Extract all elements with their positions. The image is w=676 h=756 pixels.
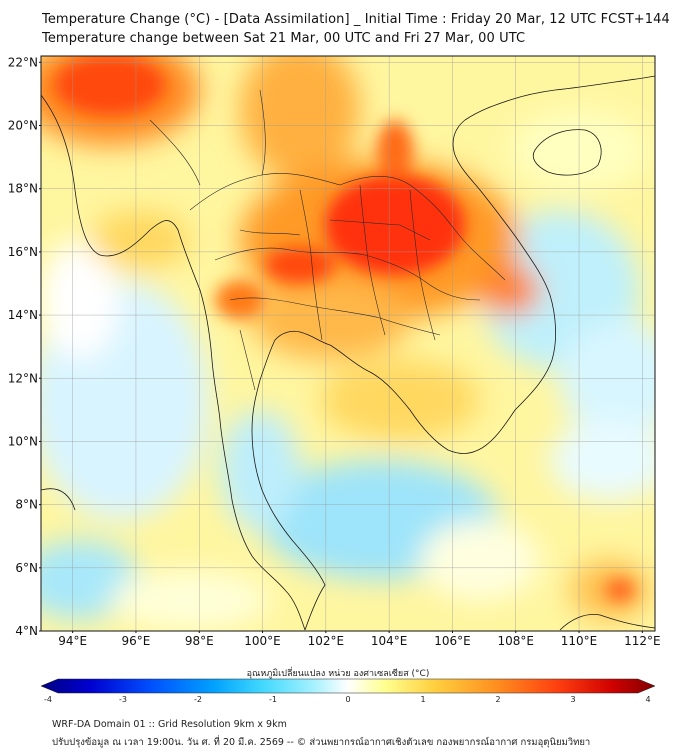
colorbar-ramp [40,678,656,694]
colorbar-tick-label: -3 [119,695,127,704]
lon-tick-label: 108°E [497,634,534,648]
chart-subtitle: Temperature change between Sat 21 Mar, 0… [42,31,526,46]
lon-tick-label: 96°E [122,634,151,648]
lat-tick-label: 14°N [8,308,38,322]
lon-tick-label: 112°E [624,634,661,648]
colorbar-ticks: -4 -3 -2 -1 0 1 2 3 4 [44,695,651,704]
lat-tick-label: 16°N [8,245,38,259]
lon-tick-label: 106°E [434,634,471,648]
chart-title: Temperature Change (°C) - [Data Assimila… [42,12,670,27]
lat-tick-label: 18°N [8,182,38,196]
colorbar-tick-label: 2 [495,695,500,704]
latitude-labels: 22°N 20°N 18°N 16°N 14°N 12°N 10°N 8°N 6°N 4°N [8,55,41,638]
footer-credit: ปรับปรุงข้อมูล ณ เวลา 19:00น. วัน ศ. ที่… [52,737,591,748]
lat-tick-label: 8°N [15,498,38,512]
colorbar-tick-label: 0 [345,695,350,704]
lon-tick-label: 102°E [308,634,345,648]
lat-tick-label: 6°N [15,561,38,575]
lon-tick-label: 110°E [561,634,598,648]
colorbar: -4 -3 -2 -1 0 1 2 3 4 [40,678,656,704]
lon-tick-label: 94°E [58,634,87,648]
lon-tick-label: 98°E [185,634,214,648]
colorbar-tick-label: 4 [645,695,650,704]
colorbar-tick-label: -4 [44,695,52,704]
map-gridlines [41,56,655,631]
lat-tick-label: 4°N [15,624,38,638]
footer-model-info: WRF-DA Domain 01 :: Grid Resolution 9km … [52,719,287,730]
colorbar-tick-label: 3 [570,695,575,704]
lat-tick-label: 22°N [8,55,38,69]
colorbar-tick-label: -1 [269,695,277,704]
lat-tick-label: 12°N [8,371,38,385]
map-frame [40,55,656,632]
province-borders [149,89,506,391]
lon-tick-label: 104°E [371,634,408,648]
lon-tick-label: 100°E [244,634,281,648]
longitude-labels: 94°E 96°E 98°E 100°E 102°E 104°E 106°E 108°E 110… [58,631,661,648]
colorbar-tick-label: 1 [420,695,425,704]
lat-tick-label: 20°N [8,119,38,133]
colorbar-tick-label: -2 [194,695,202,704]
coastlines [41,75,655,631]
colorbar-title: อุณหภูมิเปลี่ยนแปลง หน่วย องศาเซลเซียส (… [246,669,430,679]
lat-tick-label: 10°N [8,434,38,448]
temperature-field [41,56,655,631]
